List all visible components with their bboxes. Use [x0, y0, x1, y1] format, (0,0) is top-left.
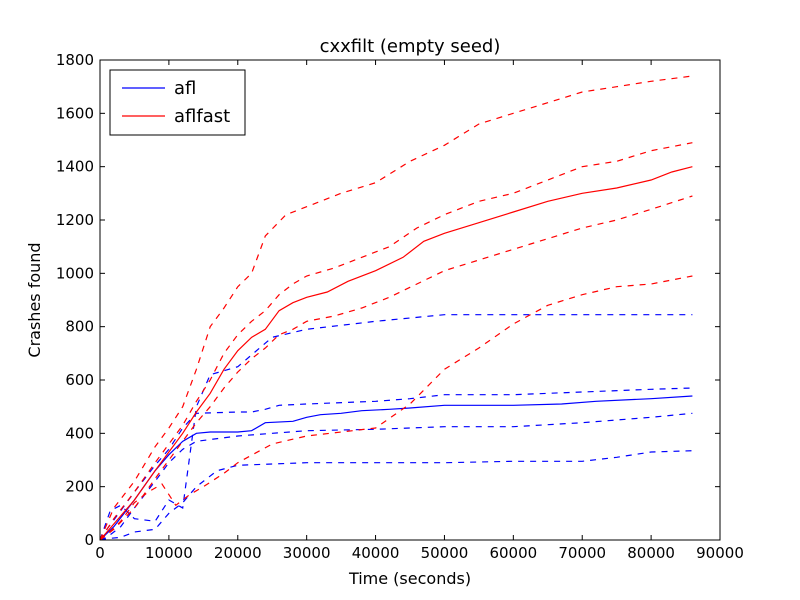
y-tick-label: 0	[84, 531, 94, 549]
y-tick-label: 800	[65, 318, 94, 336]
plot-area: 0 10000 20000 30000 40000 50000 60000 70000 8000…	[56, 51, 744, 562]
x-tick-label: 0	[95, 544, 105, 562]
x-axis-label: Time (seconds)	[348, 569, 471, 588]
legend-label-afl: afl	[174, 78, 196, 99]
y-tick-label: 1000	[56, 264, 94, 282]
legend-box	[109, 69, 246, 136]
y-tick-label: 1400	[56, 158, 94, 176]
x-tick-label: 20000	[214, 544, 262, 562]
series-line-afl-solid-0	[100, 395, 693, 540]
x-tick-label: 50000	[421, 544, 469, 562]
y-tick-label: 400	[65, 424, 94, 442]
x-tick-label: 30000	[283, 544, 331, 562]
y-axis: 0 200 400 600 800 1000 1200 1400 1600 1800	[56, 51, 720, 549]
series-line-afl-dashed-4	[100, 450, 693, 540]
series-line-afl-dashed-3	[100, 314, 693, 540]
x-tick-label: 10000	[145, 544, 193, 562]
y-axis-label: Crashes found	[25, 242, 44, 357]
x-tick-label: 70000	[558, 544, 606, 562]
series-line-aflfast-solid-0	[100, 166, 693, 540]
series-line-aflfast-dashed-4	[100, 275, 693, 540]
plot-frame	[99, 59, 721, 541]
x-tick-label: 80000	[627, 544, 675, 562]
legend-label-aflfast: aflfast	[174, 106, 230, 127]
y-tick-label: 1600	[56, 104, 94, 122]
chart-title: cxxfilt (empty seed)	[320, 36, 501, 57]
series-line-aflfast-dashed-1	[100, 142, 693, 540]
x-tick-label: 60000	[489, 544, 537, 562]
series-line-aflfast-dashed-3	[100, 75, 693, 540]
series-layer	[100, 75, 693, 540]
y-tick-label: 600	[65, 371, 94, 389]
y-tick-label: 1800	[56, 51, 94, 69]
y-tick-label: 200	[65, 478, 94, 496]
y-tick-label: 1200	[56, 211, 94, 229]
x-tick-label: 40000	[352, 544, 400, 562]
series-line-aflfast-dashed-2	[100, 195, 693, 540]
series-line-afl-dashed-2	[100, 412, 693, 540]
legend: afl aflfast	[109, 69, 246, 136]
x-tick-label: 90000	[696, 544, 744, 562]
x-axis: 0 10000 20000 30000 40000 50000 60000 70000 8000…	[95, 60, 744, 562]
